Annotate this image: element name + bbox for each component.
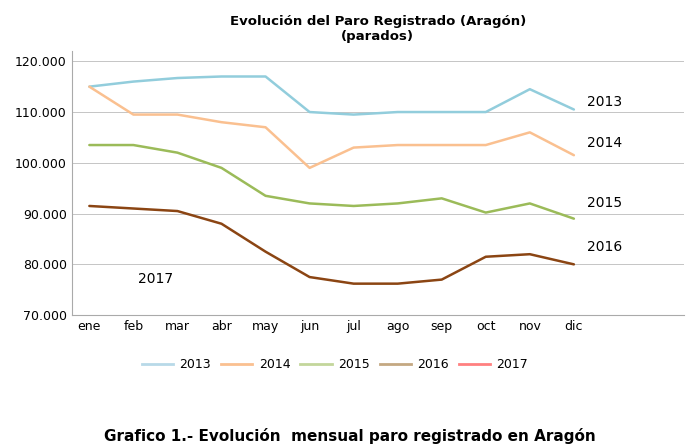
Text: 2017: 2017 (138, 272, 173, 286)
Title: Evolución del Paro Registrado (Aragón)
(parados): Evolución del Paro Registrado (Aragón) (… (230, 15, 526, 43)
Legend: 2013, 2014, 2015, 2016, 2017: 2013, 2014, 2015, 2016, 2017 (137, 353, 533, 376)
Text: 2015: 2015 (587, 196, 622, 210)
Text: 2013: 2013 (587, 95, 622, 109)
Text: 2016: 2016 (587, 239, 622, 254)
Text: 2014: 2014 (587, 136, 622, 150)
Text: Grafico 1.- Evolución  mensual paro registrado en Aragón: Grafico 1.- Evolución mensual paro regis… (103, 428, 596, 444)
